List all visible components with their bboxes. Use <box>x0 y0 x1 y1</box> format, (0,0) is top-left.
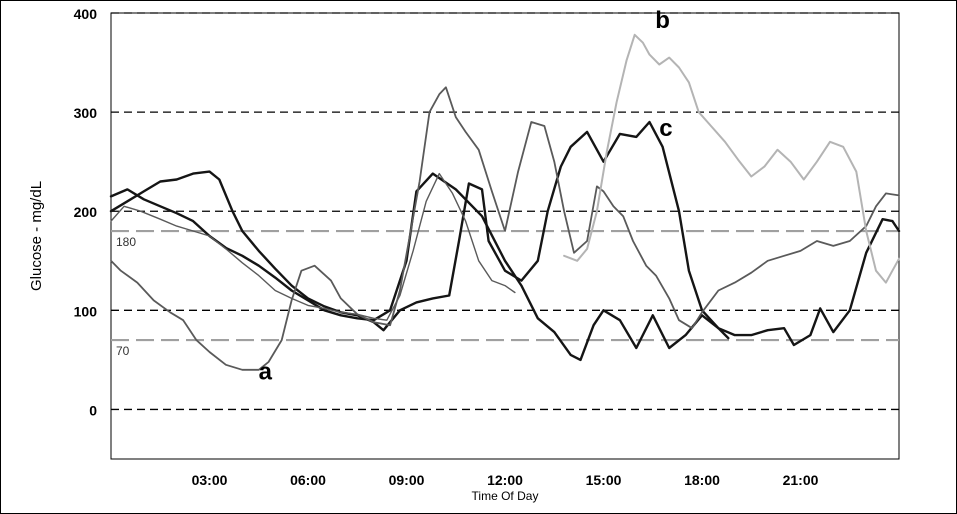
series-line-s2 <box>109 120 730 340</box>
series-line-s5 <box>563 33 900 284</box>
tick-layer: 0 100 200 300 400 03:00 06:00 09:00 12:00 15:00 18… <box>74 6 819 488</box>
grid-layer <box>111 12 899 411</box>
target-high-label: 180 <box>116 235 136 249</box>
y-tick-label-200: 200 <box>74 204 98 220</box>
x-tick-label-0900: 09:00 <box>389 472 425 488</box>
plot-frame <box>110 12 900 460</box>
annotation-a: a <box>259 359 273 386</box>
x-axis-label: Time Of Day <box>472 489 539 503</box>
x-tick-label-2100: 21:00 <box>783 472 819 488</box>
series-line-s1 <box>109 172 901 362</box>
x-tick-label-1800: 18:00 <box>684 472 720 488</box>
series-line-s3 <box>110 86 900 371</box>
y-tick-label-0: 0 <box>89 402 97 418</box>
x-tick-label-0600: 06:00 <box>290 472 326 488</box>
annotation-c: c <box>659 115 672 142</box>
target-low-label: 70 <box>116 344 130 358</box>
x-tick-label-0300: 03:00 <box>192 472 228 488</box>
series-line-s4 <box>110 172 516 321</box>
y-axis-label: Glucose - mg/dL <box>28 181 45 291</box>
series-layer <box>109 33 901 371</box>
x-tick-label-1200: 12:00 <box>487 472 523 488</box>
x-tick-label-1500: 15:00 <box>586 472 622 488</box>
y-tick-label-400: 400 <box>74 6 98 22</box>
y-tick-label-300: 300 <box>74 105 98 121</box>
annotation-layer: a b c <box>259 7 673 386</box>
annotation-b: b <box>655 7 670 34</box>
y-tick-label-100: 100 <box>74 303 98 319</box>
